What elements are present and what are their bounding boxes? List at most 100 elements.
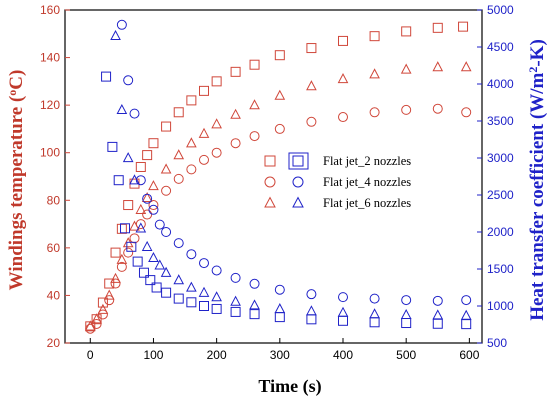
left-tick-label: 120 [40,98,60,112]
legend-temperature-marker [264,176,276,188]
temperature-point-square [186,95,197,106]
temperature-point-circle [306,116,317,127]
legend-temperature-marker [264,196,276,208]
temperature-point-circle [104,295,115,306]
temperature-point-square [432,22,443,33]
htc-point-circle [230,272,241,283]
htc-point-square [338,315,348,326]
temperature-point-triangle [230,108,241,119]
htc-point-triangle [460,309,472,320]
right-tick-label: 500 [487,336,507,350]
x-axis-title: Time (s) [258,376,321,397]
temperature-point-triangle [337,73,349,84]
temperature-point-circle [97,309,108,320]
htc-point-circle [154,219,165,230]
temperature-point-square [369,31,380,42]
temperature-point-circle [142,209,153,220]
temperature-point-square [97,297,108,308]
temperature-point-triangle [198,127,210,138]
temperature-point-square [458,21,469,32]
x-tick-label: 600 [459,348,479,362]
temperature-point-square [338,35,348,46]
temperature-point-square [116,223,127,234]
htc-point-circle [369,293,380,304]
right-tick-label: 4000 [487,77,514,91]
left-axis-ticks: 20 40 60 80 100 120 140 160 [40,3,70,350]
temperature-point-square [306,43,317,54]
htc-point-triangle [148,251,159,263]
htc-point-circle [432,295,443,306]
htc-point-square [369,317,380,328]
legend-temperature-marker [264,155,276,167]
right-tick-label: 1500 [487,262,514,276]
legend-label: Flat jet_4 nozzles [323,175,411,189]
htc-point-circle [249,278,260,289]
htc-point-square [145,275,156,286]
temperature-point-square [173,107,184,118]
htc-point-circle [461,295,472,306]
htc-point-circle [306,289,317,300]
htc-point-square [432,318,443,329]
plot-frame [64,9,483,344]
temperature-point-square [230,66,241,77]
temperature-point-square [161,121,172,132]
right-tick-label: 5000 [487,3,514,17]
right-axis-title: Heat transfer coefficient (W/m2-K) [526,39,548,321]
htc-point-circle [211,265,222,276]
x-tick-label: 200 [207,348,227,362]
htc-point-square [199,301,209,311]
htc-point-circle [338,292,348,303]
left-tick-label: 140 [40,51,60,65]
temperature-point-circle [401,104,412,115]
right-tick-label: 1000 [487,299,514,313]
htc-point-circle [401,295,412,306]
htc-point-square [401,318,412,329]
left-tick-label: 20 [47,336,61,350]
temperature-point-triangle [432,61,444,72]
htc-point-circle [161,227,172,237]
temperature-point-circle [161,185,172,196]
legend-highlight-box [288,152,309,170]
htc-point-square [306,314,317,325]
htc-point-circle [274,284,285,295]
htc-point-square [138,267,149,278]
htc-point-square [126,241,137,252]
temperature-point-triangle [135,203,147,214]
htc-point-circle [148,204,159,215]
temperature-point-square [148,138,159,149]
htc-point-square [249,309,260,320]
temperature-point-circle [338,112,348,123]
temperature-point-square [110,247,121,258]
temperature-point-triangle [84,320,96,331]
temperature-point-circle [186,164,197,175]
htc-point-circle [116,19,127,30]
temperature-point-triangle [369,68,380,79]
temperature-point-circle [173,173,184,184]
legend-label: Flat jet_6 nozzles [323,196,411,210]
temperature-point-triangle [129,220,140,231]
temperature-point-circle [461,107,472,118]
temperature-point-square [199,85,209,96]
htc-point-square [120,223,131,234]
x-tick-label: 0 [87,348,94,362]
legend-htc-marker [292,196,304,208]
data-markers [84,19,472,334]
htc-point-square [161,287,172,298]
htc-point-triangle [110,29,121,41]
htc-point-triangle [249,299,260,310]
temperature-point-triangle [148,180,159,191]
temperature-point-triangle [141,191,153,203]
htc-point-circle [199,258,209,269]
temperature-point-square [401,26,412,37]
htc-point-triangle [141,240,153,251]
htc-point-triangle [306,305,317,316]
htc-point-triangle [400,308,412,320]
htc-point-circle [186,249,197,260]
htc-point-square [461,319,472,330]
htc-point-circle [129,108,140,119]
legend-htc-marker [292,155,304,167]
htc-point-triangle [154,259,166,270]
temperature-point-triangle [186,137,197,148]
htc-point-triangle [173,274,185,285]
temperature-point-triangle [110,272,121,283]
